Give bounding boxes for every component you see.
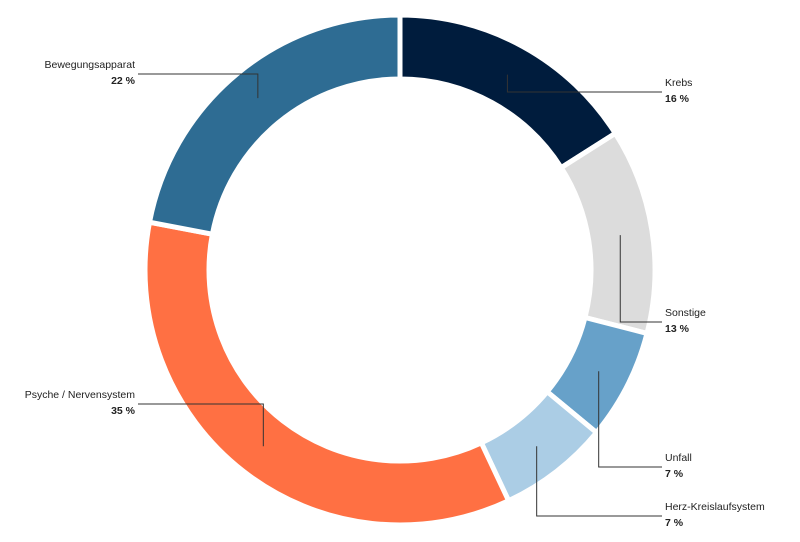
slice-label-psyche-nervensystem: Psyche / Nervensystem bbox=[25, 389, 136, 401]
leader-line-unfall bbox=[598, 371, 662, 468]
slice-label-krebs: Krebs bbox=[665, 77, 692, 89]
leader-line-herz-kreislaufsystem bbox=[536, 446, 662, 517]
donut-slices bbox=[142, 12, 658, 528]
slice-bewegungsapparat bbox=[146, 12, 403, 238]
leader-line-bewegungsapparat bbox=[138, 73, 259, 99]
leader-line-sonstige bbox=[619, 235, 662, 323]
slice-label-herz-kreislaufsystem: Herz-Kreislaufsystem bbox=[665, 501, 765, 513]
slice-value-sonstige: 13 % bbox=[665, 323, 690, 335]
leader-line-psyche-nervensystem bbox=[138, 403, 264, 447]
slice-psyche-nervensystem bbox=[142, 219, 512, 528]
slice-value-bewegungsapparat: 22 % bbox=[111, 75, 136, 87]
slice-sonstige bbox=[557, 129, 658, 337]
slice-label-unfall: Unfall bbox=[665, 452, 692, 464]
slice-label-sonstige: Sonstige bbox=[665, 307, 706, 319]
slice-label-bewegungsapparat: Bewegungsapparat bbox=[45, 59, 136, 71]
leader-line-krebs bbox=[506, 74, 662, 93]
slice-value-unfall: 7 % bbox=[665, 468, 684, 480]
slice-value-krebs: 16 % bbox=[665, 93, 690, 105]
slice-value-herz-kreislaufsystem: 7 % bbox=[665, 517, 684, 529]
slice-value-psyche-nervensystem: 35 % bbox=[111, 405, 136, 417]
leader-lines bbox=[138, 73, 662, 517]
